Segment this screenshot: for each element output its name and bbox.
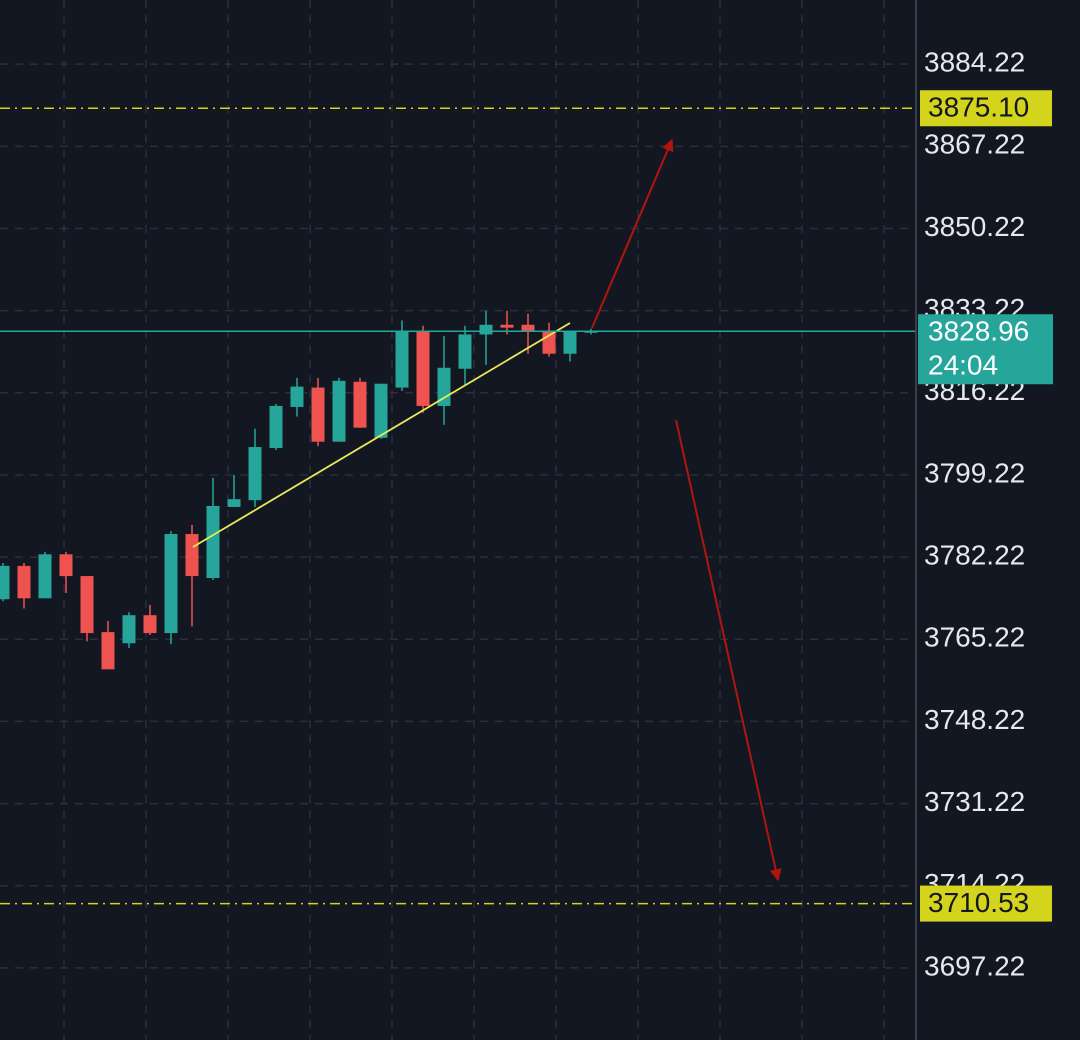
candles bbox=[0, 310, 598, 670]
candle-body bbox=[122, 615, 136, 644]
price-label: 3710.53 bbox=[928, 887, 1029, 918]
price-lines bbox=[0, 107, 916, 905]
candle-body bbox=[101, 632, 115, 670]
candle-body bbox=[479, 324, 493, 335]
candle-body bbox=[38, 554, 52, 599]
candle-body bbox=[416, 330, 430, 406]
trend-line bbox=[192, 322, 571, 548]
candle-body bbox=[353, 381, 367, 428]
candle-body bbox=[290, 386, 304, 407]
countdown-label: 24:04 bbox=[928, 350, 998, 381]
candle-body bbox=[59, 554, 73, 577]
candle-body bbox=[0, 565, 10, 600]
y-tick-label: 3748.22 bbox=[924, 704, 1025, 735]
grid bbox=[0, 63, 916, 969]
last-price-box bbox=[918, 314, 1053, 385]
candle-body bbox=[80, 576, 94, 634]
last-price-label: 3828.96 bbox=[928, 316, 1029, 347]
candle-body bbox=[17, 565, 31, 599]
down-arrow bbox=[675, 419, 782, 882]
price-axis: 3697.223714.223731.223748.223765.223782.… bbox=[918, 47, 1053, 981]
candle-body bbox=[332, 380, 346, 442]
candle-body bbox=[227, 499, 241, 507]
y-tick-label: 3731.22 bbox=[924, 786, 1025, 817]
price-label-box bbox=[920, 885, 1052, 922]
candle-body bbox=[563, 331, 577, 354]
candle-body bbox=[395, 330, 409, 388]
candle-body bbox=[311, 387, 325, 442]
price-label: 3875.10 bbox=[928, 92, 1029, 123]
candle-body bbox=[248, 447, 262, 501]
y-tick-label: 3850.22 bbox=[924, 211, 1025, 242]
y-tick-label: 3884.22 bbox=[924, 47, 1025, 78]
candle-body bbox=[521, 324, 535, 332]
candle-body bbox=[143, 615, 157, 634]
candle-body bbox=[458, 334, 472, 369]
candle-body bbox=[374, 383, 388, 438]
candle-body bbox=[185, 534, 199, 577]
y-tick-label: 3782.22 bbox=[924, 540, 1025, 571]
candle-body bbox=[164, 534, 178, 634]
y-tick-label: 3799.22 bbox=[924, 457, 1025, 488]
candle-body bbox=[500, 324, 514, 328]
up-arrow bbox=[591, 138, 674, 329]
candle-body bbox=[269, 405, 283, 448]
y-tick-label: 3867.22 bbox=[924, 129, 1025, 160]
y-tick-label: 3765.22 bbox=[924, 622, 1025, 653]
candle-body bbox=[206, 505, 220, 578]
price-label-box bbox=[920, 90, 1052, 127]
y-tick-label: 3697.22 bbox=[924, 950, 1025, 981]
